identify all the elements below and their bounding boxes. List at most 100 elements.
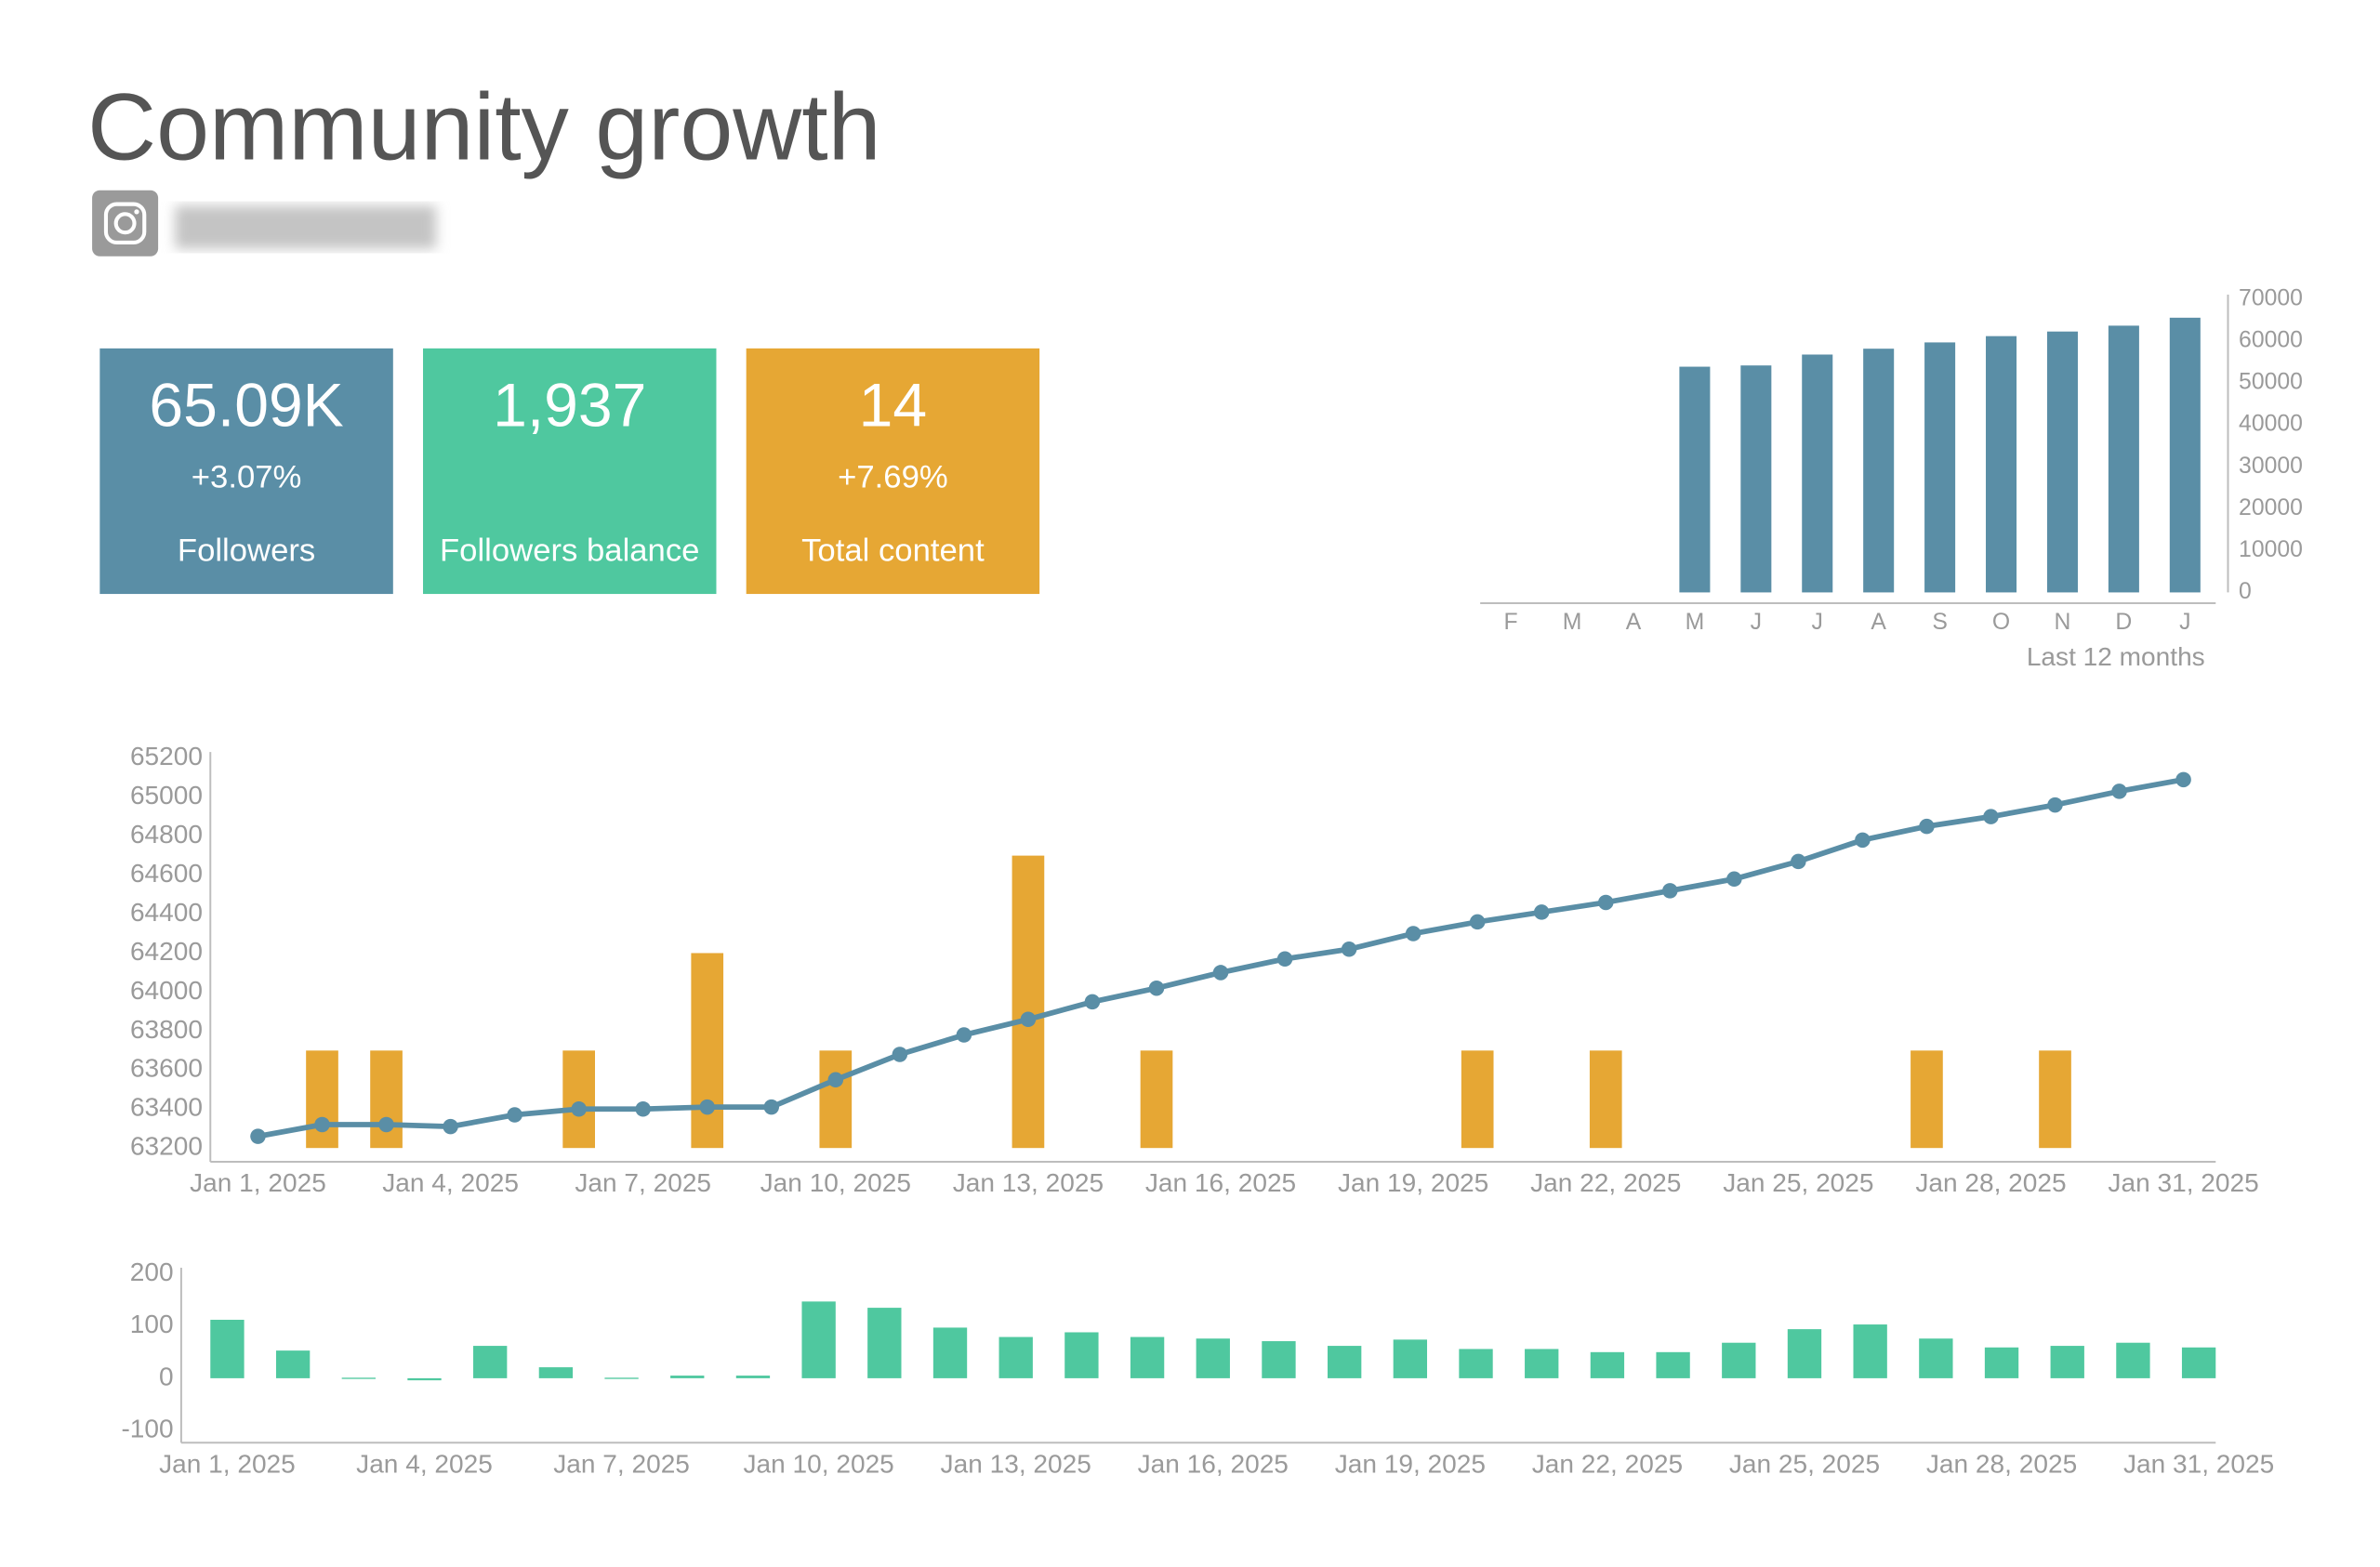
x-tick-label: Jan 10, 2025 bbox=[743, 1449, 893, 1478]
y-tick-label: 20000 bbox=[2239, 495, 2303, 520]
y-tick-label: 100 bbox=[130, 1310, 174, 1338]
line-point bbox=[635, 1100, 651, 1117]
bar bbox=[1863, 349, 1895, 593]
bar bbox=[801, 1301, 836, 1378]
bar bbox=[2181, 1347, 2216, 1378]
bar bbox=[210, 1320, 245, 1378]
x-tick-label: Jan 19, 2025 bbox=[1338, 1168, 1488, 1197]
bar bbox=[538, 1367, 574, 1378]
bar bbox=[691, 953, 724, 1149]
y-tick-label: 63600 bbox=[130, 1054, 203, 1083]
y-tick-label: 0 bbox=[159, 1362, 174, 1390]
line-point bbox=[1855, 832, 1871, 849]
line-point bbox=[1341, 942, 1357, 957]
bar bbox=[932, 1327, 968, 1378]
y-tick-label: 50000 bbox=[2239, 370, 2303, 395]
line-point bbox=[1533, 904, 1550, 920]
bar bbox=[1327, 1346, 1362, 1378]
x-tick-label: O bbox=[1992, 610, 2010, 635]
kpi-label: Followers bbox=[178, 533, 315, 569]
y-tick-label: 64000 bbox=[130, 976, 203, 1005]
kpi-value: 1,937 bbox=[493, 370, 646, 439]
bar bbox=[1984, 1347, 2019, 1378]
x-tick-label: D bbox=[2115, 610, 2132, 635]
kpi-label: Total content bbox=[801, 533, 985, 569]
monthly-followers-chart: 0 10000 20000 30000 40000 50000 60000 70000 F M A M… bbox=[1480, 286, 2303, 671]
line-point bbox=[1469, 914, 1486, 930]
bar bbox=[735, 1376, 771, 1378]
bar bbox=[819, 1050, 853, 1149]
kpi-card bbox=[746, 348, 1040, 595]
bar bbox=[275, 1350, 311, 1378]
bar bbox=[1986, 336, 2017, 593]
bar bbox=[1722, 1342, 1756, 1378]
kpi-change: +3.07% bbox=[192, 459, 302, 494]
kpi-cards: 65.09K +3.07% Followers 1,937 Followers bala… bbox=[99, 348, 1040, 595]
bar bbox=[1590, 1351, 1625, 1378]
x-tick-label: S bbox=[1932, 610, 1948, 635]
line-point bbox=[314, 1116, 330, 1133]
x-tick-label: Jan 22, 2025 bbox=[1532, 1449, 1683, 1478]
line-point bbox=[699, 1099, 715, 1115]
bar bbox=[2039, 1050, 2071, 1149]
x-tick-label: M bbox=[1563, 610, 1582, 635]
kpi-label: Followers balance bbox=[440, 533, 699, 569]
x-tick-label: N bbox=[2055, 610, 2071, 635]
x-tick-label: Jan 22, 2025 bbox=[1530, 1168, 1681, 1197]
bar bbox=[1802, 354, 1833, 593]
y-tick-label: 65000 bbox=[130, 781, 203, 810]
bar bbox=[1140, 1050, 1173, 1149]
x-tick-label: J bbox=[2179, 610, 2190, 635]
y-tick-label: 60000 bbox=[2239, 328, 2303, 353]
bar bbox=[604, 1377, 639, 1379]
bar bbox=[1911, 1050, 1943, 1149]
kpi-card bbox=[423, 348, 717, 595]
y-tick-label: 0 bbox=[2239, 579, 2252, 604]
line-point bbox=[1597, 894, 1614, 911]
y-tick-label: 64200 bbox=[130, 937, 203, 966]
x-tick-label: Jan 16, 2025 bbox=[1138, 1449, 1289, 1478]
line-point bbox=[1662, 883, 1678, 899]
x-tick-label: J bbox=[1751, 610, 1762, 635]
line-point bbox=[250, 1128, 266, 1144]
line-point bbox=[1276, 951, 1293, 968]
x-tick-label: Jan 28, 2025 bbox=[1926, 1449, 2077, 1478]
y-tick-label: 63800 bbox=[130, 1015, 203, 1044]
x-tick-label: M bbox=[1686, 610, 1705, 635]
kpi-value: 65.09K bbox=[149, 370, 343, 439]
line-point bbox=[1020, 1011, 1037, 1028]
line-point bbox=[892, 1047, 908, 1062]
bar bbox=[1012, 855, 1045, 1149]
line-point bbox=[443, 1118, 458, 1135]
y-tick-label: 30000 bbox=[2239, 454, 2303, 479]
line-point bbox=[1148, 980, 1165, 996]
x-tick-label: F bbox=[1504, 610, 1518, 635]
x-tick-label: A bbox=[1871, 610, 1886, 635]
line-point bbox=[2047, 797, 2063, 813]
x-tick-label: Jan 25, 2025 bbox=[1729, 1449, 1880, 1478]
bar bbox=[1679, 366, 1711, 593]
bar bbox=[1656, 1351, 1690, 1378]
line-point bbox=[2175, 771, 2191, 788]
bar bbox=[370, 1050, 403, 1149]
x-tick-label: A bbox=[1626, 610, 1642, 635]
line-point bbox=[1919, 818, 1935, 835]
y-tick-label: 64800 bbox=[130, 820, 203, 849]
y-tick-label: -100 bbox=[121, 1414, 173, 1442]
line-point bbox=[827, 1072, 844, 1088]
bar bbox=[1853, 1324, 1887, 1378]
bar bbox=[2046, 331, 2078, 593]
kpi-change: +7.69% bbox=[838, 459, 948, 494]
x-tick-label: Jan 31, 2025 bbox=[2108, 1168, 2258, 1197]
line-point bbox=[2111, 784, 2127, 799]
y-tick-label: 70000 bbox=[2239, 286, 2303, 311]
line-point bbox=[378, 1116, 394, 1133]
bar bbox=[1924, 342, 1956, 593]
x-tick-label: Jan 19, 2025 bbox=[1335, 1449, 1486, 1478]
bar bbox=[1262, 1341, 1296, 1378]
bar bbox=[1393, 1339, 1428, 1378]
x-tick-label: Jan 31, 2025 bbox=[2123, 1449, 2274, 1478]
bar bbox=[473, 1346, 508, 1378]
